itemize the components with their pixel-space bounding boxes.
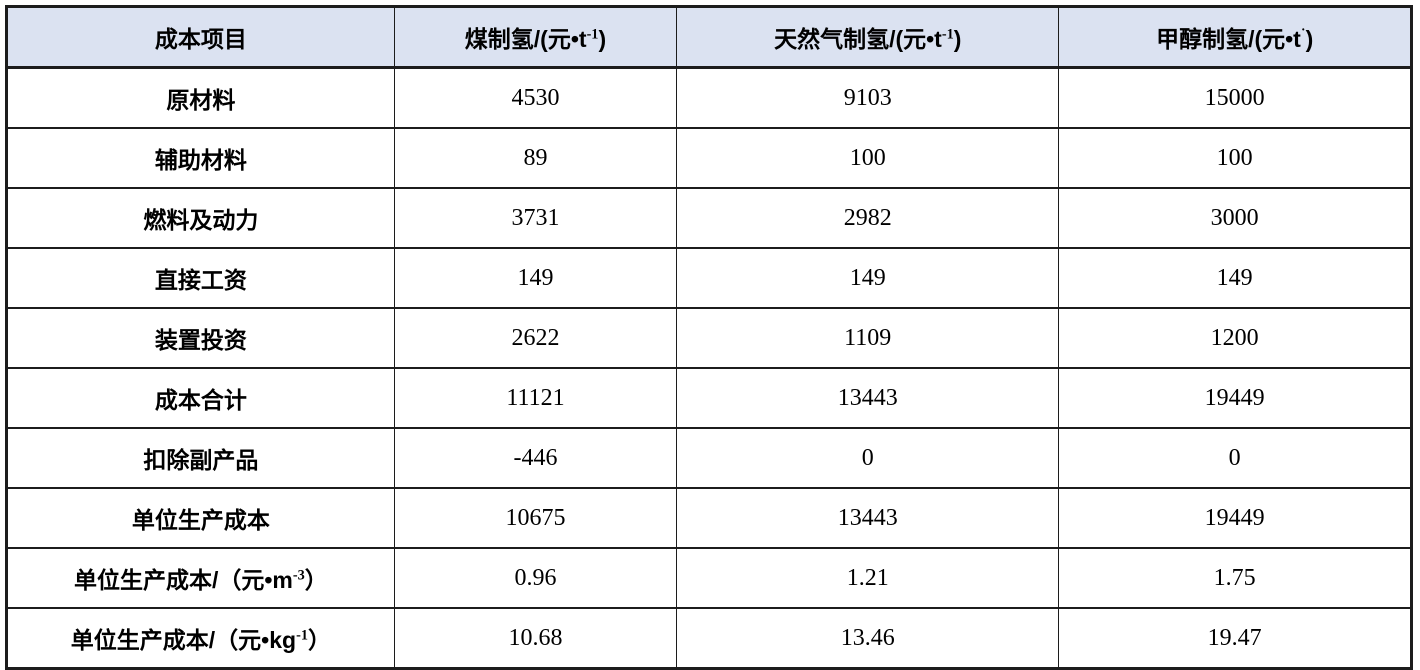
column-header-label: 成本项目 bbox=[154, 26, 247, 52]
cell-value: 15000 bbox=[1058, 66, 1412, 129]
row-label: 成本合计 bbox=[6, 367, 395, 429]
column-header-post: ) bbox=[598, 26, 607, 52]
column-header-sup: ˙ bbox=[1300, 26, 1306, 43]
cell-value: 0 bbox=[676, 427, 1060, 489]
column-header-natural-gas-hydrogen: 天然气制氢/(元•t-1) bbox=[676, 5, 1060, 69]
column-header-methanol-hydrogen: 甲醇制氢/(元•t˙) bbox=[1058, 5, 1412, 69]
cell-value: 13443 bbox=[676, 367, 1060, 429]
table-row-plant-investment: 装置投资 2622 1109 1200 bbox=[6, 307, 1412, 369]
cell-value: 1109 bbox=[676, 307, 1060, 369]
cell-value: 1.21 bbox=[676, 547, 1060, 609]
cell-value: 1.75 bbox=[1058, 547, 1412, 609]
column-header-label: 煤制氢/(元•t bbox=[464, 26, 587, 52]
cell-value: 10675 bbox=[393, 487, 678, 549]
cell-value: 2982 bbox=[676, 187, 1060, 249]
cell-value: 149 bbox=[676, 247, 1060, 309]
table-row-unit-production-cost: 单位生产成本 10675 13443 19449 bbox=[6, 487, 1412, 549]
column-header-sup: -1 bbox=[941, 26, 954, 43]
row-label: 单位生产成本/（元•m-3） bbox=[6, 547, 395, 609]
page: 成本项目 煤制氢/(元•t-1) 天然气制氢/(元•t-1) 甲醇制氢/(元•t… bbox=[5, 5, 1413, 670]
row-label: 扣除副产品 bbox=[6, 427, 395, 489]
cell-value: 89 bbox=[393, 127, 678, 189]
table-row-raw-materials: 原材料 4530 9103 15000 bbox=[6, 66, 1412, 129]
cell-value: 2622 bbox=[393, 307, 678, 369]
column-header-label: 天然气制氢/(元•t bbox=[774, 26, 942, 52]
cell-value: 13443 bbox=[676, 487, 1060, 549]
cell-value: 4530 bbox=[393, 66, 678, 129]
cell-value: 149 bbox=[393, 247, 678, 309]
row-label: 燃料及动力 bbox=[6, 187, 395, 249]
cell-value: 0 bbox=[1058, 427, 1412, 489]
cell-value: 10.68 bbox=[393, 607, 678, 670]
cell-value: 9103 bbox=[676, 66, 1060, 129]
column-header-sup: -1 bbox=[586, 26, 599, 43]
column-header-coal-hydrogen: 煤制氢/(元•t-1) bbox=[393, 5, 678, 69]
row-label: 直接工资 bbox=[6, 247, 395, 309]
table-row-fuel-and-power: 燃料及动力 3731 2982 3000 bbox=[6, 187, 1412, 249]
table-row-unit-cost-per-kg: 单位生产成本/（元•kg-1） 10.68 13.46 19.47 bbox=[6, 607, 1412, 670]
column-header-cost-item: 成本项目 bbox=[6, 5, 395, 69]
cell-value: 19.47 bbox=[1058, 607, 1412, 670]
header-row: 成本项目 煤制氢/(元•t-1) 天然气制氢/(元•t-1) 甲醇制氢/(元•t… bbox=[6, 5, 1412, 69]
row-label: 单位生产成本 bbox=[6, 487, 395, 549]
table-row-byproduct-deduction: 扣除副产品 -446 0 0 bbox=[6, 427, 1412, 489]
cell-value: 3000 bbox=[1058, 187, 1412, 249]
row-label: 原材料 bbox=[6, 66, 395, 129]
column-header-post: ) bbox=[1305, 26, 1314, 52]
row-label: 辅助材料 bbox=[6, 127, 395, 189]
row-label: 单位生产成本/（元•kg-1） bbox=[6, 607, 395, 670]
row-label: 装置投资 bbox=[6, 307, 395, 369]
cell-value: -446 bbox=[393, 427, 678, 489]
hydrogen-cost-comparison-table: 成本项目 煤制氢/(元•t-1) 天然气制氢/(元•t-1) 甲醇制氢/(元•t… bbox=[5, 5, 1413, 670]
table-row-total-cost: 成本合计 11121 13443 19449 bbox=[6, 367, 1412, 429]
cell-value: 13.46 bbox=[676, 607, 1060, 670]
cell-value: 100 bbox=[1058, 127, 1412, 189]
table-header: 成本项目 煤制氢/(元•t-1) 天然气制氢/(元•t-1) 甲醇制氢/(元•t… bbox=[6, 5, 1412, 69]
table-row-auxiliary-materials: 辅助材料 89 100 100 bbox=[6, 127, 1412, 189]
cell-value: 11121 bbox=[393, 367, 678, 429]
cell-value: 1200 bbox=[1058, 307, 1412, 369]
table-row-direct-wages: 直接工资 149 149 149 bbox=[6, 247, 1412, 309]
table-body: 原材料 4530 9103 15000 辅助材料 89 100 100 燃料及动… bbox=[6, 66, 1412, 670]
cell-value: 0.96 bbox=[393, 547, 678, 609]
cell-value: 19449 bbox=[1058, 487, 1412, 549]
column-header-label: 甲醇制氢/(元•t bbox=[1156, 26, 1301, 52]
cell-value: 3731 bbox=[393, 187, 678, 249]
column-header-post: ) bbox=[953, 26, 962, 52]
cell-value: 100 bbox=[676, 127, 1060, 189]
cell-value: 149 bbox=[1058, 247, 1412, 309]
table-row-unit-cost-per-m3: 单位生产成本/（元•m-3） 0.96 1.21 1.75 bbox=[6, 547, 1412, 609]
cell-value: 19449 bbox=[1058, 367, 1412, 429]
